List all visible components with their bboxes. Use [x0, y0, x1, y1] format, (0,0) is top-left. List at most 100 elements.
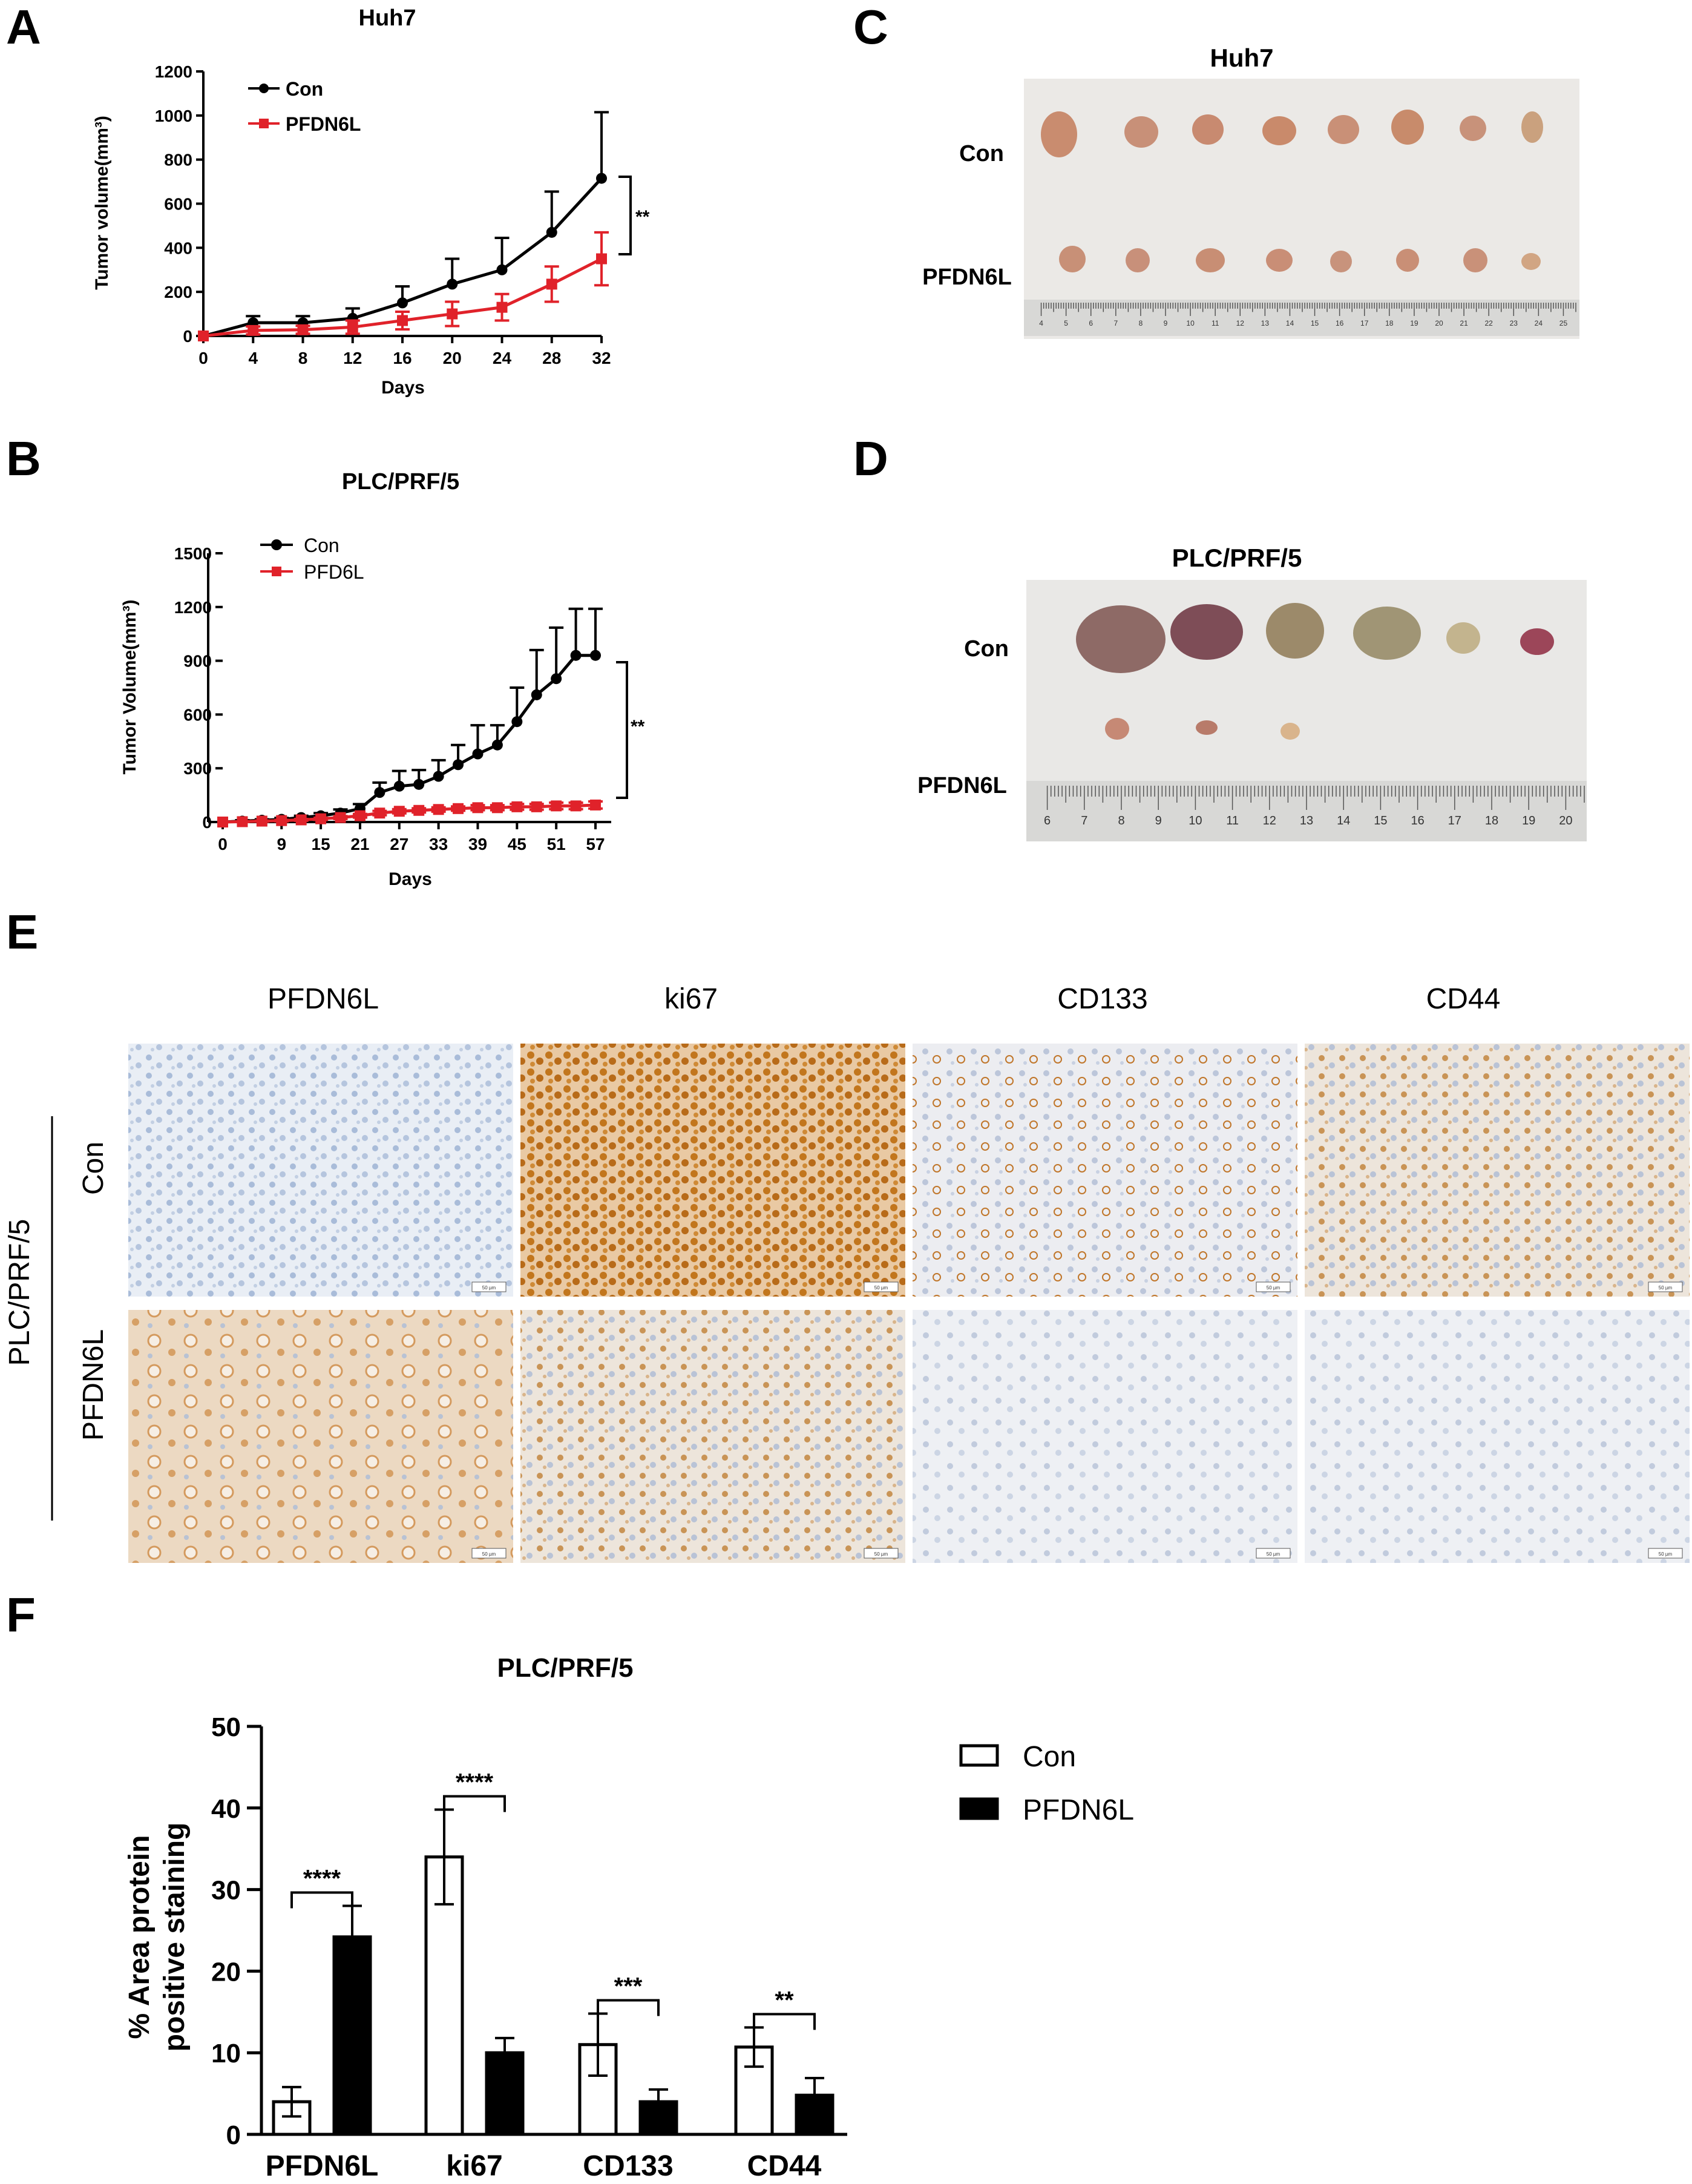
y-tick-label: 40	[211, 1794, 241, 1824]
chart-a-ylabel: Tumor volume(mm³)	[92, 116, 112, 290]
chart-f-ylabel-line1: % Area protein	[123, 1835, 156, 2039]
tumor	[1353, 607, 1421, 660]
y-tick-label: 1200	[174, 598, 212, 617]
data-point	[570, 800, 582, 812]
ihc-col-cd44: CD44	[1426, 983, 1501, 1015]
series-con	[217, 607, 603, 827]
ihc-image-pfdn6l-ki67	[520, 1310, 905, 1563]
tumor-row-pfdn6l	[1059, 246, 1541, 272]
data-point	[570, 650, 582, 661]
x-tick-label: 51	[547, 835, 566, 854]
y-tick-label: 200	[164, 283, 192, 301]
panel-label-d: D	[853, 432, 888, 485]
x-tick-label: 16	[393, 349, 412, 367]
ihc-col-ki67: ki67	[664, 983, 718, 1015]
panel-e-ihc: PFDN6L ki67 CD133 CD44 PLC/PRF/5 Con PFD…	[4, 983, 1690, 1563]
significance-label: ****	[456, 1769, 494, 1795]
ihc-col-cd133: CD133	[1057, 983, 1147, 1015]
ruler-label: 4	[1039, 319, 1043, 327]
panel-d-photo: PLC/PRF/5 Con PFDN6L 6 7 8 9 10 11 12 13 14 15 16 1…	[917, 544, 1587, 841]
ihc-image-pfdn6l-cd133	[913, 1310, 1297, 1563]
data-point	[531, 801, 542, 812]
ruler-label: 16	[1411, 814, 1424, 827]
legend-con-label: Con	[304, 534, 339, 556]
series-pfdn6l	[198, 231, 609, 341]
chart-a-xlabel: Days	[381, 378, 425, 398]
x-tick-label: 8	[298, 349, 308, 367]
data-point	[531, 689, 542, 700]
legend-pfd6l-label: PFD6L	[304, 561, 364, 583]
data-point	[472, 748, 484, 760]
ruler-label: 21	[1460, 319, 1468, 327]
legend-con-label: Con	[1023, 1741, 1076, 1773]
tumor	[1460, 116, 1486, 141]
ihc-image-pfdn6l-cd44	[1305, 1310, 1690, 1563]
scale-bar	[1256, 1281, 1291, 1292]
ruler-label: 15	[1374, 814, 1387, 827]
ruler	[1024, 300, 1579, 336]
legend-pfd6l-marker	[272, 567, 281, 576]
chart-b-title: PLC/PRF/5	[342, 469, 459, 495]
y-tick-label: 800	[164, 151, 192, 169]
ruler-label: 12	[1263, 814, 1276, 827]
data-point	[596, 173, 607, 184]
x-tick-label: 45	[508, 835, 526, 854]
ruler-label: 8	[1118, 814, 1124, 827]
legend-pfdn6l-label: PFDN6L	[1023, 1794, 1134, 1826]
ruler-label: 7	[1113, 319, 1118, 327]
ruler-label: 8	[1139, 319, 1143, 327]
ruler-ticks: 4 5 6 7 8 9 10 11 12 13 14 15 16 17 18 19 20 21 22 23 24 25	[1039, 303, 1576, 327]
ihc-image-con-ki67	[520, 1044, 905, 1297]
ihc-image-con-pfdn6l	[128, 1044, 513, 1297]
data-point	[511, 801, 523, 812]
x-tick-label: 21	[350, 835, 369, 854]
x-tick-label: 57	[586, 835, 605, 854]
data-point	[295, 814, 307, 826]
significance-bracket	[290, 1891, 353, 1909]
x-tick-label: 28	[542, 349, 561, 367]
x-tick-label: 4	[248, 349, 258, 367]
data-point	[447, 308, 458, 320]
y-tick-label: 30	[211, 1876, 241, 1906]
ruler-label: 19	[1410, 319, 1418, 327]
y-tick-label: 1200	[155, 62, 192, 81]
scale-bar-label: 50 µm	[874, 1285, 888, 1291]
chart-b-sig-label: **	[631, 717, 645, 737]
scale-bar	[1256, 1548, 1291, 1559]
data-point	[596, 253, 607, 265]
ruler-label: 17	[1448, 814, 1461, 827]
data-point	[393, 780, 405, 792]
ruler-label: 13	[1261, 319, 1270, 327]
panel-label-b: B	[6, 432, 41, 485]
scale-bar-label: 50 µm	[1659, 1285, 1673, 1291]
ruler-label: 17	[1360, 319, 1369, 327]
ruler-label: 19	[1522, 814, 1535, 827]
ruler-label: 25	[1559, 319, 1568, 327]
data-point	[447, 278, 458, 290]
x-tick-label: 15	[312, 835, 330, 854]
scale-bar	[1648, 1281, 1683, 1292]
significance-bracket	[443, 1795, 506, 1812]
chart-f-ylabel-line2: positive staining	[159, 1823, 191, 2052]
significance-label: ***	[614, 1973, 643, 1999]
chart-b: PLC/PRF/5 Tumor Volume(mm³) Days 0 300 600…	[120, 469, 645, 889]
legend-con-marker	[259, 84, 269, 93]
x-tick-label: 24	[493, 349, 512, 367]
x-tick-label: 9	[277, 835, 286, 854]
series-line	[222, 654, 595, 824]
data-point	[276, 815, 287, 826]
data-point	[413, 804, 425, 816]
tumor-row-con	[1041, 110, 1543, 157]
tumor	[1262, 116, 1296, 145]
chart-b-ylabel: Tumor Volume(mm³)	[120, 600, 140, 775]
scale-bar	[1648, 1548, 1683, 1559]
data-point	[472, 802, 484, 814]
tumor	[1330, 251, 1352, 272]
ruler-label: 22	[1485, 319, 1494, 327]
y-tick-label: 10	[211, 2039, 241, 2068]
scale-bar	[864, 1281, 899, 1292]
panel-d-title: PLC/PRF/5	[1172, 544, 1302, 572]
panel-c-title: Huh7	[1210, 44, 1274, 72]
chart-b-sig-bracket	[616, 661, 628, 799]
